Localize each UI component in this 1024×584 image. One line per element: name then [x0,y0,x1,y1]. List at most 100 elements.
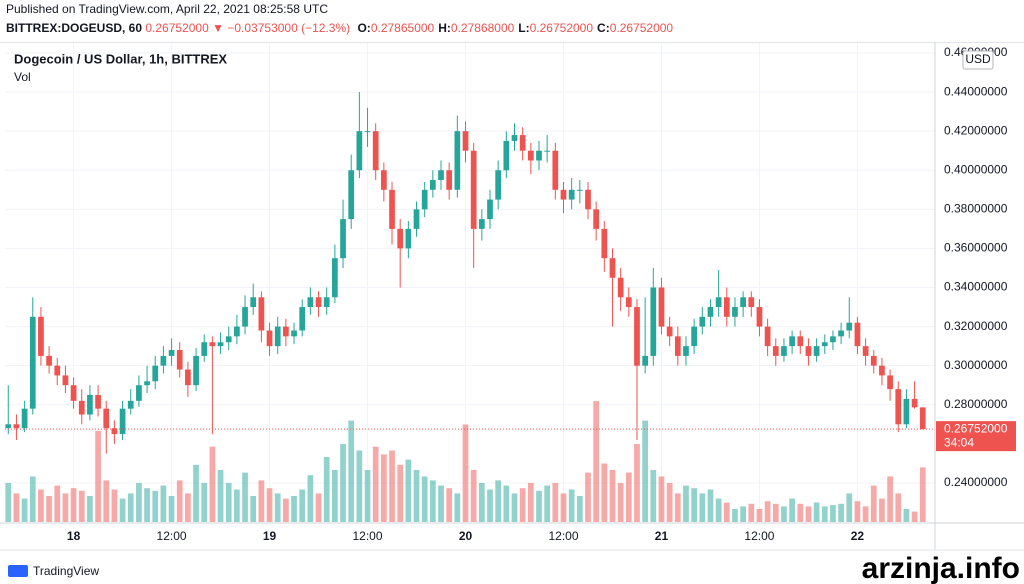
volume-bar [356,450,363,522]
candle-body [332,258,338,298]
volume-bar [593,401,600,522]
candle-body [13,424,20,429]
volume-bar [78,490,85,522]
candle-body [46,355,52,366]
volume-bar [495,480,502,522]
volume-bar [62,493,69,522]
y-tick-label: 0.30000000 [944,358,1008,372]
volume-bar [838,503,844,522]
volume-bar [666,483,673,522]
ohlc-key: O: [357,21,371,35]
quote-line: BITTREX:DOGEUSD, 60 0.26752000 ▼ −0.0375… [6,21,673,35]
volume-bar [585,472,591,522]
volume-bar [470,470,477,522]
candle-body [160,355,167,366]
volume-bar [821,506,828,522]
candle-body [764,326,771,347]
volume-bar [193,464,199,522]
candle-body [348,170,355,220]
volume-bar [903,509,910,522]
candle-body [413,209,420,229]
candle-body [691,326,697,347]
volume-bar [168,496,175,522]
volume-bar [103,480,110,522]
volume-bar [364,470,371,522]
y-tick-label: 0.28000000 [944,397,1008,411]
volume-bar [911,511,918,522]
volume-bar [601,463,608,522]
candle-body [887,375,893,390]
x-tick-label: 12:00 [157,529,187,543]
volume-bar [503,485,510,522]
candle-body [364,131,371,133]
volume-bar [381,454,387,522]
volume-bar [217,470,224,522]
candle-body [781,346,787,356]
candle-body [585,189,591,210]
volume-bar [21,498,28,522]
candle-body [462,131,469,151]
last-price-label: 0.26752000 [944,421,1008,435]
x-tick-label: 19 [263,529,277,543]
ohlc-key: H: [438,21,451,35]
currency: USD [965,52,991,66]
candle-body [372,131,379,171]
volume-bar [46,496,52,522]
volume-bar [323,457,330,522]
candle-body [103,408,110,429]
candle-body [772,346,779,356]
candle-body [315,297,322,308]
volume-bar [136,483,142,522]
candle-body [544,150,551,152]
candle-body [748,297,755,308]
candle-body [870,355,877,366]
volume-bar [674,493,681,522]
x-tick-label: 20 [459,529,473,543]
candle-body [274,326,281,347]
candle-body [487,199,493,220]
candle-body [503,140,510,171]
candle-body [38,316,44,356]
candle-body [568,189,575,200]
volume-bar [830,505,836,522]
volume-bar [887,476,893,522]
candle-body [919,407,926,430]
volume-bar [348,420,355,522]
ohlc-value: 0.26752000 [609,21,674,35]
candle-body [185,369,191,386]
volume-bar [519,488,526,522]
candle-body [527,150,534,161]
candle-body [21,408,28,429]
candle-body [307,297,314,308]
volume-bar [397,464,404,522]
volume-bar [879,498,885,522]
volume-bar [846,493,853,522]
candle-body [699,316,706,327]
candle-body [225,336,232,343]
volume-bar [332,470,338,522]
volume-bar [732,509,738,522]
candle-body [495,170,502,200]
volume-bar [70,488,77,522]
watermark: arzinja.info [862,552,1020,584]
volume-bar [291,496,297,522]
candle-body [201,342,208,356]
candle-body [111,428,118,435]
volume-bar [250,496,257,522]
candle-body [340,219,346,259]
volume-bar [797,503,804,522]
candle-body [634,307,640,366]
candle-body [723,297,730,317]
volume-bar [552,483,559,522]
volume-bar [895,493,902,522]
candle-body [70,385,77,401]
candle-body [299,307,306,331]
candle-body [438,170,444,181]
volume-bar [658,476,665,522]
candle-body [136,385,142,401]
volume-bar [691,488,697,522]
candle-body [87,394,93,415]
volume-bar [683,485,689,522]
x-tick-label: 12:00 [744,529,774,543]
